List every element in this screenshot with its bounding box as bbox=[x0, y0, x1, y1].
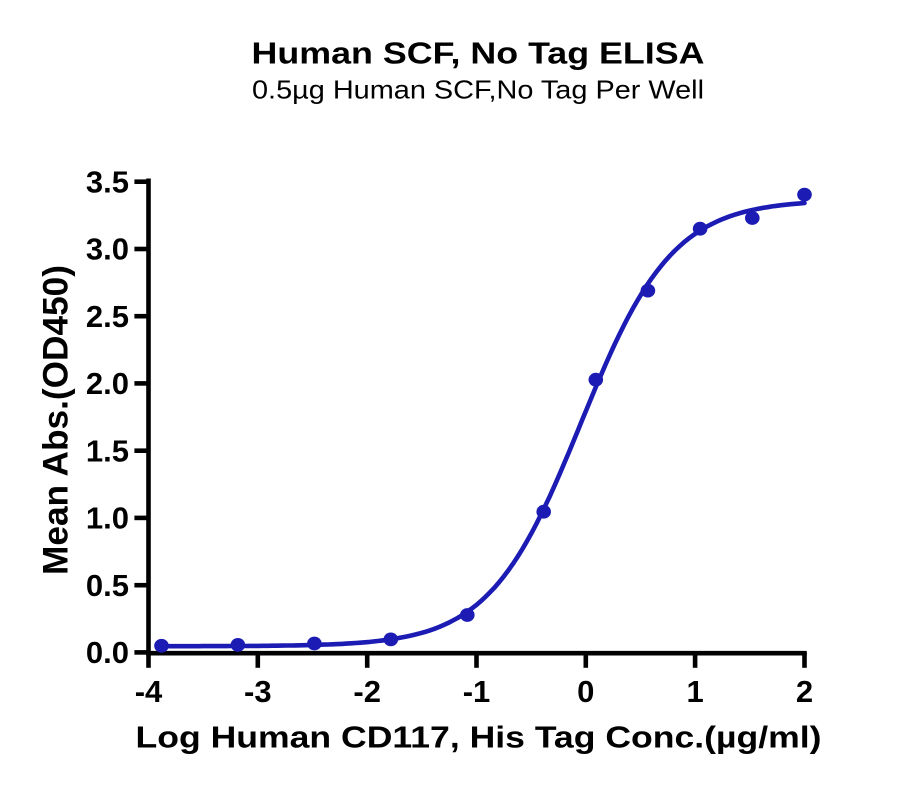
svg-text:0: 0 bbox=[577, 674, 594, 709]
svg-text:1.0: 1.0 bbox=[86, 501, 129, 536]
svg-text:1: 1 bbox=[686, 674, 703, 709]
svg-text:3.0: 3.0 bbox=[86, 232, 129, 267]
svg-text:Human SCF, No Tag ELISA: Human SCF, No Tag ELISA bbox=[252, 37, 705, 71]
svg-text:2: 2 bbox=[796, 674, 813, 709]
svg-text:-2: -2 bbox=[353, 674, 381, 709]
svg-text:1.5: 1.5 bbox=[86, 433, 129, 468]
svg-text:Log Human CD117, His Tag Conc.: Log Human CD117, His Tag Conc.(µg/ml) bbox=[136, 719, 822, 754]
svg-text:0.0: 0.0 bbox=[86, 635, 129, 670]
svg-text:3.5: 3.5 bbox=[86, 164, 129, 199]
svg-text:-1: -1 bbox=[463, 674, 491, 709]
svg-text:0.5µg Human SCF,No Tag Per Wel: 0.5µg Human SCF,No Tag Per Well bbox=[252, 74, 704, 104]
svg-text:-3: -3 bbox=[244, 674, 272, 709]
svg-text:Mean Abs.(OD450): Mean Abs.(OD450) bbox=[37, 265, 76, 575]
svg-text:-4: -4 bbox=[135, 674, 163, 709]
svg-text:2.0: 2.0 bbox=[86, 366, 129, 401]
svg-text:2.5: 2.5 bbox=[86, 299, 129, 334]
svg-text:0.5: 0.5 bbox=[86, 568, 129, 603]
